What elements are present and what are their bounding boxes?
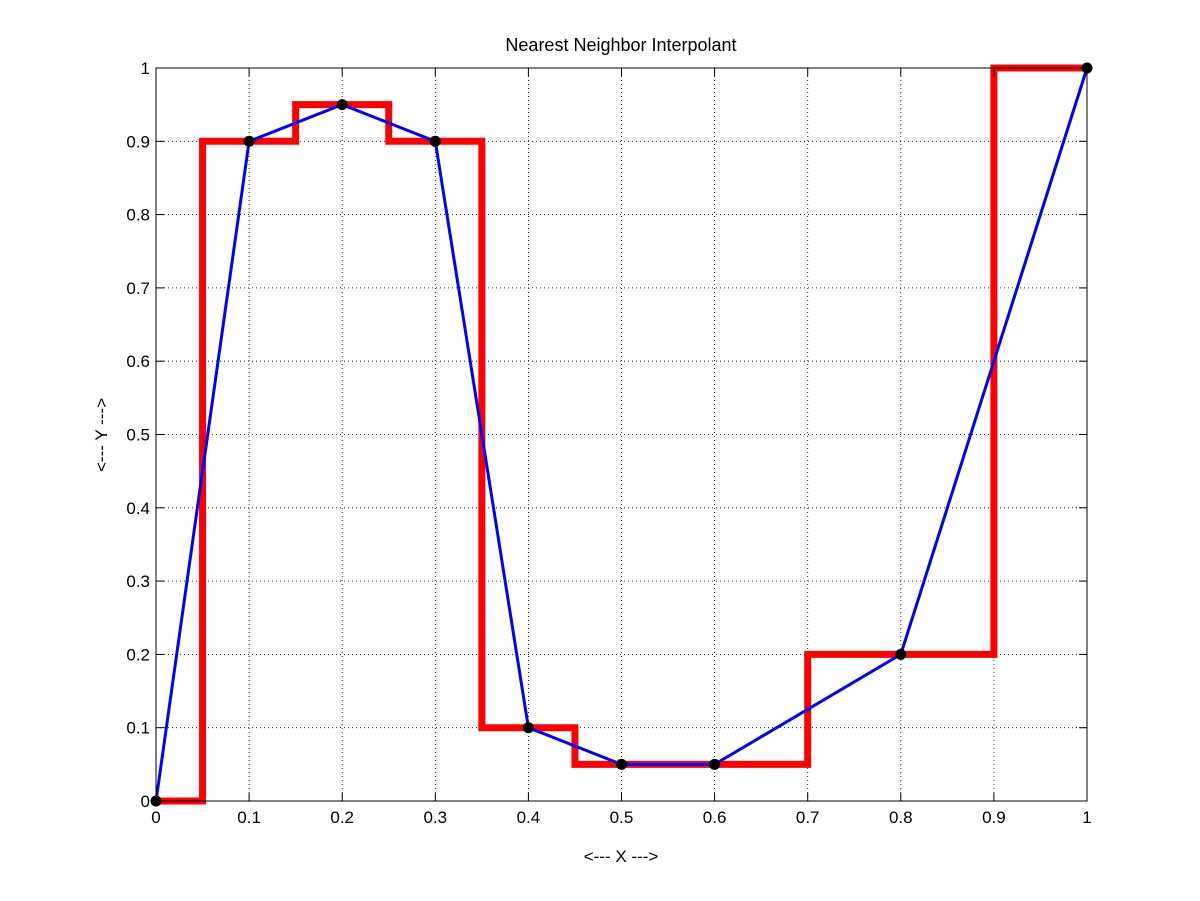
axis-ticks (155, 67, 1088, 802)
y-tick-labels: 0 0.1 0.2 0.3 0.4 0.5 0.6 0.7 0.8 0.9 1 (126, 59, 150, 811)
x-tick-label: 0.6 (703, 808, 727, 827)
y-tick-label: 0.5 (126, 426, 150, 445)
y-axis-label: <--- Y ---> (92, 398, 111, 472)
data-point (429, 135, 441, 147)
data-point (522, 722, 534, 734)
x-tick-label: 0.8 (889, 808, 913, 827)
y-tick-label: 0 (141, 792, 150, 811)
y-tick-label: 0.6 (126, 352, 150, 371)
x-tick-label: 0.1 (237, 808, 261, 827)
y-tick-label: 0.9 (126, 132, 150, 151)
y-tick-label: 1 (141, 59, 150, 78)
y-tick-label: 0.8 (126, 206, 150, 225)
chart-title: Nearest Neighbor Interpolant (505, 35, 736, 55)
x-tick-label: 0.9 (982, 808, 1006, 827)
x-tick-label: 0.4 (517, 808, 541, 827)
x-tick-label: 0.7 (796, 808, 820, 827)
x-tick-labels: 0 0.1 0.2 0.3 0.4 0.5 0.6 0.7 0.8 0.9 1 (151, 808, 1091, 827)
data-point (895, 648, 907, 660)
x-tick-label: 1 (1082, 808, 1091, 827)
x-tick-label: 0.2 (330, 808, 354, 827)
y-tick-label: 0.7 (126, 279, 150, 298)
x-tick-label: 0 (151, 808, 160, 827)
data-point (243, 135, 255, 147)
data-point (336, 99, 348, 111)
data-point (709, 758, 721, 770)
y-tick-label: 0.2 (126, 645, 150, 664)
x-axis-label: <--- X ---> (584, 847, 659, 866)
x-tick-label: 0.5 (610, 808, 634, 827)
data-point (616, 758, 627, 770)
y-tick-label: 0.3 (126, 572, 150, 591)
y-tick-label: 0.1 (126, 719, 150, 738)
x-tick-label: 0.3 (423, 808, 447, 827)
y-tick-label: 0.4 (126, 499, 150, 518)
